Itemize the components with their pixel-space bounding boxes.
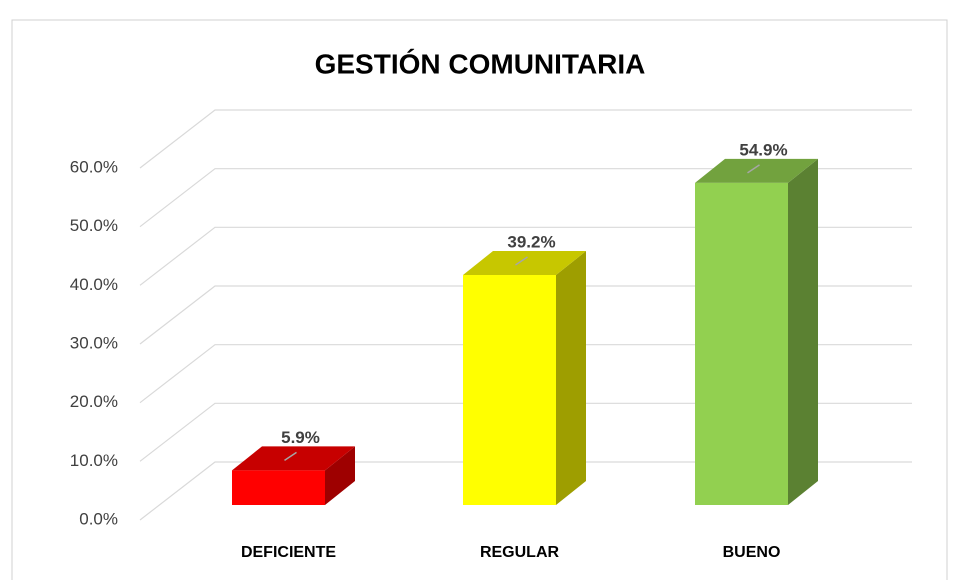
grid-line — [139, 285, 912, 345]
value-label: 54.9% — [739, 140, 787, 159]
y-tick-label: 30.0% — [70, 333, 118, 352]
bar — [695, 158, 818, 506]
y-tick-label: 10.0% — [70, 451, 118, 470]
chart-title: GESTIÓN COMUNITARIA — [315, 48, 646, 79]
x-tick-label: DEFICIENTE — [241, 544, 336, 561]
grid-line — [139, 226, 912, 286]
bar-top — [232, 446, 355, 471]
chart-frame — [11, 19, 948, 580]
grid-line — [139, 461, 912, 521]
bar-top — [463, 251, 586, 276]
bar-side — [556, 251, 586, 505]
leader-line — [284, 451, 297, 462]
bar-front — [232, 470, 325, 505]
bar-front — [463, 275, 556, 505]
grid-line — [139, 109, 912, 169]
y-tick-label: 40.0% — [70, 275, 118, 294]
y-tick-label: 20.0% — [70, 392, 118, 411]
x-tick-label: REGULAR — [480, 544, 560, 561]
x-tick-label: BUENO — [723, 544, 781, 561]
bar — [232, 446, 355, 505]
y-tick-label: 0.0% — [79, 509, 118, 528]
leader-line — [515, 256, 528, 266]
bar — [463, 251, 586, 505]
bar-top — [695, 158, 818, 183]
bar-side — [325, 446, 355, 505]
value-label: 39.2% — [507, 233, 555, 252]
y-tick-label: 60.0% — [70, 157, 118, 176]
bar-side — [788, 158, 818, 506]
value-label: 5.9% — [281, 428, 320, 447]
y-tick-label: 50.0% — [70, 216, 118, 235]
grid-line — [139, 344, 912, 404]
grid-line — [139, 402, 912, 462]
grid-line — [139, 168, 912, 228]
bar-front — [695, 182, 788, 506]
leader-line — [747, 164, 760, 174]
